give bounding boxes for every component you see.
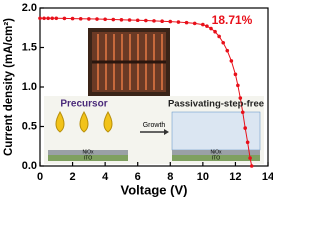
data-point xyxy=(245,140,250,145)
x-tick-label: 14 xyxy=(262,171,273,183)
data-point xyxy=(184,20,189,25)
data-point xyxy=(144,18,148,23)
data-point xyxy=(135,18,140,23)
y-tick-label: 0.5 xyxy=(22,120,37,132)
data-point xyxy=(119,17,124,22)
x-axis-label: Voltage (V) xyxy=(121,182,188,197)
data-point xyxy=(209,26,213,31)
inset-schematic xyxy=(44,96,264,164)
x-tick-label: 0 xyxy=(37,171,43,183)
layer-label: NiOx xyxy=(210,149,222,155)
data-point xyxy=(221,40,226,45)
data-point xyxy=(248,156,252,160)
data-point xyxy=(236,83,240,88)
data-point xyxy=(50,16,55,21)
data-point xyxy=(201,22,205,27)
data-point xyxy=(243,126,247,130)
data-point xyxy=(229,59,234,63)
data-point xyxy=(225,48,230,53)
data-point xyxy=(127,18,132,22)
x-tick-label: 2 xyxy=(70,171,76,183)
data-point xyxy=(249,164,254,168)
inset-photo xyxy=(88,28,170,96)
data-point xyxy=(70,16,75,21)
data-point xyxy=(192,21,197,26)
x-tick-label: 12 xyxy=(229,171,241,183)
data-point xyxy=(213,29,217,34)
data-point xyxy=(160,19,164,23)
data-point xyxy=(42,16,46,21)
data-point xyxy=(217,34,221,39)
x-tick-label: 4 xyxy=(102,171,109,183)
x-tick-label: 8 xyxy=(167,171,173,183)
data-point xyxy=(46,16,50,21)
x-tick-label: 10 xyxy=(197,171,209,183)
data-point xyxy=(38,16,42,21)
y-tick-label: 2.0 xyxy=(22,2,37,14)
layer-label: ITO xyxy=(84,155,92,161)
data-point xyxy=(168,19,173,24)
schematic-label: Precursor xyxy=(60,99,107,110)
data-point xyxy=(176,20,181,24)
data-point xyxy=(240,110,245,115)
y-axis-label: Current density (mA/cm²) xyxy=(3,18,15,156)
y-tick-label: 1.0 xyxy=(22,81,37,93)
layer-label: NiOx xyxy=(82,149,94,155)
layer-label: ITO xyxy=(212,155,220,161)
data-point xyxy=(95,17,99,21)
y-tick-label: 1.5 xyxy=(22,41,37,53)
schematic-label: Passivating-step-free xyxy=(168,99,264,110)
arrow-label: Growth xyxy=(143,122,166,129)
data-point xyxy=(233,72,238,77)
data-point xyxy=(238,96,243,100)
x-tick-label: 6 xyxy=(135,171,141,183)
efficiency-label: 18.71% xyxy=(212,13,253,27)
chart: 0.0 0.5 1.0 1.5 2.0 0 2 4 6 8 10 12 14 Voltage (V) Cur… xyxy=(3,2,273,198)
y-tick-label: 0.0 xyxy=(22,160,37,172)
data-point xyxy=(87,17,91,21)
data-point xyxy=(103,17,107,22)
data-point xyxy=(152,19,156,23)
data-point xyxy=(62,16,67,21)
data-point xyxy=(205,24,209,28)
data-point xyxy=(78,16,83,21)
data-point xyxy=(54,16,59,21)
data-point xyxy=(111,17,116,22)
